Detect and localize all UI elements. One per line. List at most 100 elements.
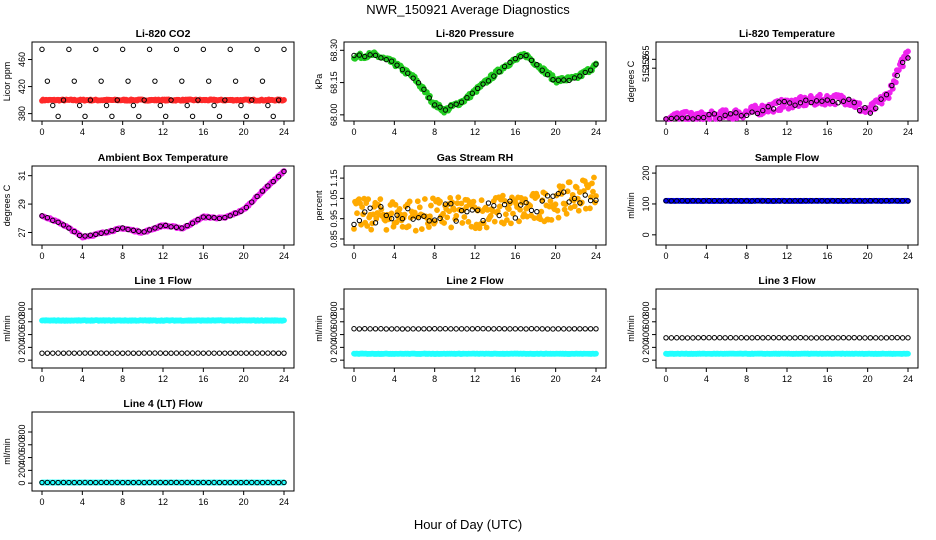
- data-point: [388, 326, 395, 332]
- x-tick-label: 4: [392, 374, 397, 384]
- data-point: [265, 350, 271, 356]
- data-point: [566, 199, 572, 205]
- data-point: [840, 198, 847, 204]
- data-point: [146, 350, 153, 356]
- data-point: [485, 326, 492, 332]
- y-tick-label: 100: [641, 196, 651, 211]
- data-point: [797, 100, 804, 106]
- data-point: [550, 193, 556, 199]
- x-tick-label: 8: [744, 127, 749, 137]
- data-point: [668, 198, 675, 204]
- plot-frame: [31, 411, 295, 492]
- data-point: [383, 326, 389, 332]
- data-point-fill: [566, 179, 573, 186]
- data-point: [259, 350, 266, 356]
- x-tick-label: 4: [80, 251, 85, 261]
- data-point: [383, 56, 389, 63]
- data-point-fill: [900, 63, 906, 70]
- y-tick-label: 800: [641, 301, 651, 316]
- x-tick-label: 0: [351, 374, 356, 384]
- data-point: [362, 53, 368, 60]
- data-point: [442, 201, 449, 207]
- data-point: [894, 198, 900, 204]
- data-point: [867, 198, 874, 204]
- x-tick-label: 4: [704, 251, 709, 261]
- data-point: [265, 102, 271, 109]
- data-point: [173, 350, 180, 356]
- data-point: [469, 90, 476, 96]
- data-point: [743, 198, 750, 204]
- chart-title: Sample Flow: [755, 152, 820, 164]
- data-point: [846, 335, 852, 341]
- data-point: [711, 335, 718, 341]
- data-point-fill: [437, 198, 443, 205]
- data-point: [270, 113, 276, 120]
- data-point-fill: [904, 54, 910, 60]
- x-tick-label: 24: [279, 251, 289, 261]
- y-tick-label: 68.30: [329, 39, 339, 62]
- data-point: [367, 326, 373, 332]
- data-point: [846, 198, 852, 204]
- data-point: [168, 350, 174, 356]
- data-point: [851, 198, 857, 204]
- x-axis-label: Hour of Day (UTC): [413, 517, 523, 532]
- x-tick-label: 16: [822, 374, 832, 384]
- data-point: [577, 73, 583, 79]
- x-tick-label: 24: [591, 251, 601, 261]
- data-point: [544, 326, 551, 332]
- y-tick-label: 800: [17, 301, 27, 316]
- data-point: [119, 225, 126, 231]
- x-tick-label: 12: [158, 374, 168, 384]
- data-point: [189, 220, 196, 226]
- chart-title: Li-820 Temperature: [739, 28, 835, 40]
- data-point: [851, 334, 857, 341]
- y-tick-label: 1.05: [329, 190, 339, 208]
- data-point-fill: [359, 204, 366, 210]
- data-point: [717, 198, 723, 204]
- data-point: [211, 214, 217, 221]
- data-point: [889, 198, 895, 204]
- data-point: [749, 335, 755, 341]
- data-point: [749, 109, 755, 115]
- y-tick-label: 400: [641, 327, 651, 342]
- x-tick-label: 20: [551, 374, 561, 384]
- x-tick-label: 24: [903, 374, 913, 384]
- data-point: [496, 326, 502, 332]
- y-tick-label: 31: [17, 171, 27, 181]
- data-point-fill: [506, 206, 512, 212]
- data-point: [808, 99, 814, 106]
- x-tick-label: 12: [782, 251, 792, 261]
- data-point: [867, 110, 874, 116]
- data-point: [571, 195, 578, 202]
- data-point: [512, 326, 519, 332]
- data-point: [770, 106, 777, 112]
- data-point: [824, 198, 831, 204]
- y-tick-label: 460: [17, 52, 27, 67]
- data-point: [87, 350, 94, 356]
- x-tick-label: 24: [591, 374, 601, 384]
- x-tick-label: 20: [239, 497, 249, 507]
- data-point: [512, 55, 519, 62]
- data-point: [684, 335, 691, 341]
- data-point: [905, 198, 911, 204]
- data-point: [534, 326, 540, 332]
- data-point-fill: [496, 203, 503, 210]
- data-point-fill: [421, 196, 428, 202]
- data-point: [512, 215, 519, 221]
- data-point: [44, 78, 51, 84]
- data-point: [351, 326, 357, 332]
- data-point: [706, 198, 712, 204]
- data-point: [781, 198, 788, 204]
- data-point: [103, 229, 110, 235]
- data-point: [856, 335, 863, 341]
- data-point: [55, 113, 61, 120]
- data-point: [405, 70, 411, 76]
- chart-title: Gas Stream RH: [437, 152, 513, 164]
- data-point: [44, 214, 51, 221]
- data-point: [232, 210, 239, 216]
- y-axis-label: percent: [314, 190, 324, 221]
- data-point: [189, 113, 196, 120]
- data-point: [211, 102, 217, 109]
- data-point: [44, 350, 51, 356]
- data-point: [227, 213, 233, 219]
